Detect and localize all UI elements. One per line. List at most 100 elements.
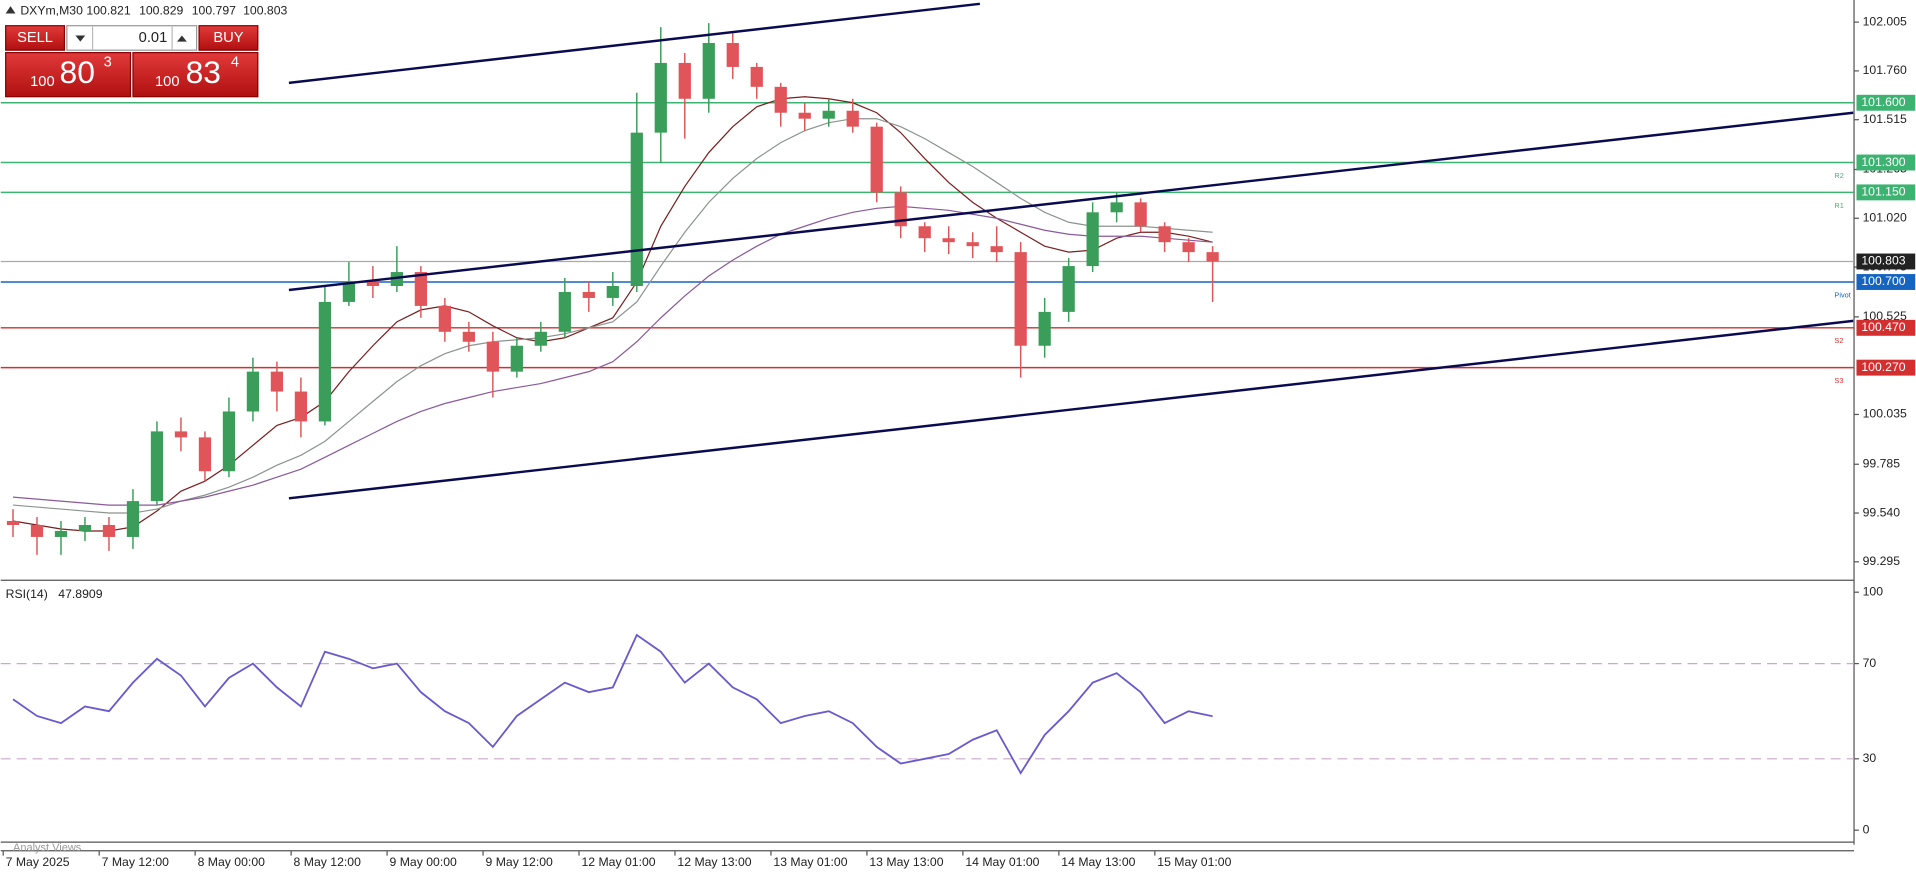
y-tick-label: 101.760 [1863, 63, 1907, 77]
sell-button-bg[interactable] [5, 25, 66, 51]
candle-body [486, 341, 499, 372]
sell-label[interactable]: SELL [17, 30, 53, 46]
candle-body [126, 501, 140, 537]
volume-box[interactable] [66, 25, 198, 51]
ohlc-high: 100.829 [139, 3, 183, 17]
candle-body [918, 226, 931, 239]
level-label: 101.600 [1861, 95, 1905, 109]
level-tag: Pivot [1834, 290, 1850, 299]
y-tick-label: 102.005 [1863, 14, 1907, 28]
candle-body [6, 521, 20, 525]
candle-body [318, 301, 332, 422]
current-price-label: 100.803 [1861, 254, 1905, 268]
level-label-bg [1856, 154, 1916, 171]
x-tick-label: 7 May 2025 [6, 855, 70, 869]
rsi-value: 47.8909 [58, 587, 102, 601]
level-tag: R2 [1834, 171, 1843, 180]
level-label-bg [1856, 94, 1916, 111]
level-tag: S3 [1834, 376, 1843, 385]
symbol: DXYm,M30 [20, 3, 83, 17]
candle-body [1038, 311, 1051, 346]
x-tick-label: 7 May 12:00 [102, 855, 170, 869]
level-label-bg [1856, 359, 1916, 376]
trendline [288, 2, 981, 85]
y-tick-label: 99.295 [1863, 554, 1901, 568]
y-tick-label: 0 [1863, 822, 1870, 836]
level-label: 101.150 [1861, 185, 1905, 199]
price-main[interactable]: 83 [186, 54, 221, 90]
candle-body [222, 411, 236, 472]
candle-body [678, 62, 691, 99]
level-label: 100.470 [1861, 320, 1905, 334]
y-tick-label: 100.525 [1863, 309, 1907, 323]
candle-body [846, 110, 859, 127]
volume[interactable]: 0.01 [139, 30, 168, 46]
price-sup[interactable]: 3 [104, 54, 112, 70]
candle-body [774, 86, 787, 113]
x-tick-label: 15 May 01:00 [1157, 855, 1231, 869]
y-tick-label: 30 [1863, 751, 1877, 765]
candle-body [822, 110, 835, 119]
ohlc-low: 100.797 [192, 3, 236, 17]
price-prefix[interactable]: 100 [155, 74, 179, 90]
candle-body [102, 524, 116, 537]
buy-button-bg[interactable] [198, 25, 259, 51]
x-tick-label: 9 May 12:00 [486, 855, 554, 869]
x-tick-label: 13 May 01:00 [773, 855, 847, 869]
candle-body [366, 282, 380, 286]
x-tick-label: 9 May 00:00 [390, 855, 458, 869]
candle-body [798, 112, 811, 119]
buy-label[interactable]: BUY [213, 30, 243, 46]
candle-body [654, 62, 667, 133]
candle-body [630, 132, 643, 286]
candle-body [990, 246, 1003, 253]
candle-body [534, 331, 547, 346]
buy-price[interactable]: 100 83 4 [132, 52, 259, 98]
trendline [288, 319, 1854, 500]
candle-body [1014, 252, 1027, 346]
sell-price[interactable]: 100 80 3 [5, 52, 132, 98]
x-tick-label: 8 May 00:00 [198, 855, 266, 869]
price-sup[interactable]: 4 [231, 54, 239, 70]
sell-price-bg[interactable] [5, 52, 132, 98]
price-main[interactable]: 80 [60, 54, 95, 90]
level-label: 100.270 [1861, 360, 1905, 374]
level-label-bg [1856, 274, 1916, 290]
x-tick-label: 14 May 13:00 [1061, 855, 1135, 869]
x-tick-label: 8 May 12:00 [294, 855, 362, 869]
buy-button[interactable]: BUY [198, 25, 259, 51]
price-prefix[interactable]: 100 [30, 74, 54, 90]
y-tick-label: 99.540 [1863, 505, 1901, 519]
candle-body [1086, 212, 1099, 267]
candle-body [78, 524, 92, 531]
level-label: 101.300 [1861, 155, 1905, 169]
candle-body [414, 272, 427, 306]
candle-body [246, 371, 260, 412]
level-tag: R1 [1834, 201, 1843, 210]
sell-button[interactable]: SELL [5, 25, 66, 51]
candle-body [270, 371, 284, 392]
candle-body [1134, 202, 1147, 227]
candle-body [894, 192, 907, 227]
buy-price-bg[interactable] [132, 52, 259, 98]
candle-body [942, 238, 955, 243]
y-tick-label: 100.035 [1863, 407, 1907, 421]
moving-average [12, 118, 1213, 514]
volume-up[interactable] [177, 35, 187, 42]
analyst-views: Analyst Views [13, 842, 82, 854]
y-tick-label: 99.785 [1863, 456, 1901, 470]
candle-body [702, 43, 715, 99]
rsi-title: RSI(14) [6, 587, 48, 601]
volume-down[interactable] [75, 35, 86, 42]
candle-body [1182, 242, 1195, 253]
candle-body [438, 305, 451, 332]
y-tick-label: 70 [1863, 656, 1877, 670]
candle-body [462, 331, 475, 342]
candle-body [174, 431, 188, 438]
moving-average [12, 205, 1213, 506]
